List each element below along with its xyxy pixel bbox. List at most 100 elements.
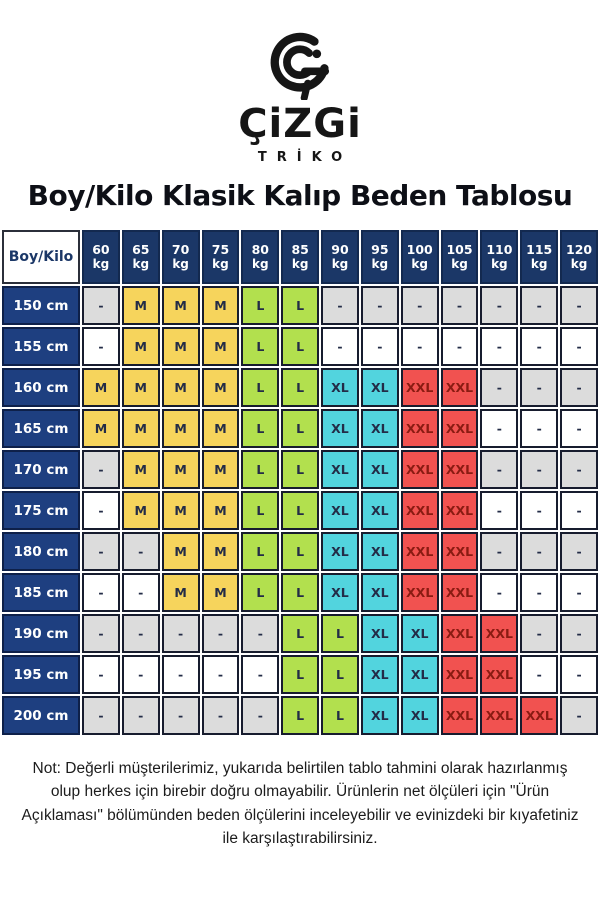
- size-cell-m: M: [121, 286, 160, 325]
- size-cell-xxl: XXL: [400, 532, 439, 571]
- size-cell-xl: XL: [321, 450, 359, 489]
- size-cell-l: L: [241, 368, 280, 407]
- size-cell-empty: -: [480, 327, 519, 366]
- brand-name: ÇiZGi: [238, 101, 362, 147]
- size-cell-empty: -: [480, 532, 519, 571]
- size-cell-xxl: XXL: [440, 368, 479, 407]
- size-cell-xxl: XXL: [440, 614, 479, 653]
- size-cell-m: M: [161, 573, 200, 612]
- corner-header: Boy/Kilo: [2, 230, 80, 284]
- size-cell-xxl: XXL: [440, 655, 479, 694]
- size-cell-l: L: [241, 286, 280, 325]
- size-cell-l: L: [241, 573, 280, 612]
- size-cell-empty: -: [121, 655, 160, 694]
- size-cell-empty: -: [82, 614, 120, 653]
- size-cell-l: L: [281, 286, 320, 325]
- size-cell-xxl: XXL: [400, 491, 439, 530]
- weight-header: 120 kg: [560, 230, 598, 284]
- size-cell-empty: -: [82, 327, 120, 366]
- weight-header: 100 kg: [400, 230, 439, 284]
- size-cell-l: L: [281, 614, 320, 653]
- size-cell-l: L: [281, 491, 320, 530]
- size-cell-empty: -: [520, 286, 559, 325]
- size-cell-m: M: [161, 286, 200, 325]
- size-cell-m: M: [201, 573, 240, 612]
- weight-header: 70 kg: [161, 230, 200, 284]
- size-cell-m: M: [161, 368, 200, 407]
- size-cell-empty: -: [82, 655, 120, 694]
- size-cell-l: L: [281, 696, 320, 735]
- size-cell-empty: -: [520, 491, 559, 530]
- size-cell-m: M: [161, 532, 200, 571]
- size-cell-empty: -: [82, 450, 120, 489]
- weight-header: 65 kg: [121, 230, 160, 284]
- size-cell-empty: -: [161, 655, 200, 694]
- height-header: 195 cm: [2, 655, 80, 694]
- size-cell-empty: -: [82, 696, 120, 735]
- size-cell-xl: XL: [400, 614, 439, 653]
- size-cell-empty: -: [560, 450, 598, 489]
- size-cell-empty: -: [520, 327, 559, 366]
- size-cell-m: M: [201, 368, 240, 407]
- table-row: 165 cm M M M M L L XL XL XXL XXL - - -: [2, 409, 598, 448]
- size-cell-empty: -: [82, 491, 120, 530]
- size-cell-xl: XL: [321, 573, 359, 612]
- size-cell-m: M: [201, 491, 240, 530]
- size-cell-empty: -: [440, 286, 479, 325]
- size-cell-xl: XL: [360, 450, 399, 489]
- table-row: 175 cm - M M M L L XL XL XXL XXL - - -: [2, 491, 598, 530]
- size-cell-xl: XL: [360, 532, 399, 571]
- size-cell-empty: -: [520, 450, 559, 489]
- size-cell-l: L: [241, 450, 280, 489]
- size-cell-l: L: [241, 327, 280, 366]
- size-cell-xl: XL: [321, 409, 359, 448]
- size-cell-empty: -: [201, 696, 240, 735]
- size-cell-empty: -: [82, 532, 120, 571]
- size-cell-xxl: XXL: [440, 696, 479, 735]
- table-row: 170 cm - M M M L L XL XL XXL XXL - - -: [2, 450, 598, 489]
- size-cell-xxl: XXL: [400, 409, 439, 448]
- size-cell-empty: -: [560, 696, 598, 735]
- size-cell-xl: XL: [360, 409, 399, 448]
- size-cell-empty: -: [560, 655, 598, 694]
- size-cell-m: M: [161, 409, 200, 448]
- size-cell-xxl: XXL: [400, 573, 439, 612]
- height-header: 150 cm: [2, 286, 80, 325]
- size-cell-empty: -: [560, 286, 598, 325]
- weight-header: 90 kg: [321, 230, 359, 284]
- size-cell-xxl: XXL: [440, 573, 479, 612]
- weight-header: 110 kg: [480, 230, 519, 284]
- disclaimer-note: Not: Değerli müşterilerimiz, yukarıda be…: [21, 760, 579, 847]
- size-cell-l: L: [281, 532, 320, 571]
- size-cell-m: M: [161, 327, 200, 366]
- height-header: 190 cm: [2, 614, 80, 653]
- size-cell-xl: XL: [400, 655, 439, 694]
- table-head: Boy/Kilo 60 kg 65 kg 70 kg 75 kg 80 kg 85 kg 90 kg 95 kg…: [2, 230, 598, 284]
- weight-header: 95 kg: [360, 230, 399, 284]
- size-cell-empty: -: [520, 368, 559, 407]
- size-table: Boy/Kilo 60 kg 65 kg 70 kg 75 kg 80 kg 85 kg 90 kg 95 kg…: [0, 228, 600, 737]
- table-row: 160 cm M M M M L L XL XL XXL XXL - - -: [2, 368, 598, 407]
- size-cell-l: L: [241, 491, 280, 530]
- size-cell-empty: -: [560, 409, 598, 448]
- table-row: 155 cm - M M M L L - - - - - - -: [2, 327, 598, 366]
- size-cell-l: L: [281, 655, 320, 694]
- size-cell-m: M: [201, 327, 240, 366]
- size-cell-xl: XL: [400, 696, 439, 735]
- size-cell-empty: -: [201, 655, 240, 694]
- size-cell-empty: -: [560, 327, 598, 366]
- size-cell-xl: XL: [360, 573, 399, 612]
- size-cell-xxl: XXL: [440, 409, 479, 448]
- size-cell-m: M: [161, 450, 200, 489]
- size-cell-l: L: [281, 409, 320, 448]
- size-cell-empty: -: [241, 614, 280, 653]
- size-cell-m: M: [121, 368, 160, 407]
- size-cell-empty: -: [321, 327, 359, 366]
- header-row: Boy/Kilo 60 kg 65 kg 70 kg 75 kg 80 kg 85 kg 90 kg 95 kg…: [2, 230, 598, 284]
- height-header: 155 cm: [2, 327, 80, 366]
- size-cell-empty: -: [121, 532, 160, 571]
- size-cell-xxl: XXL: [440, 491, 479, 530]
- size-cell-xl: XL: [360, 614, 399, 653]
- size-cell-xl: XL: [360, 696, 399, 735]
